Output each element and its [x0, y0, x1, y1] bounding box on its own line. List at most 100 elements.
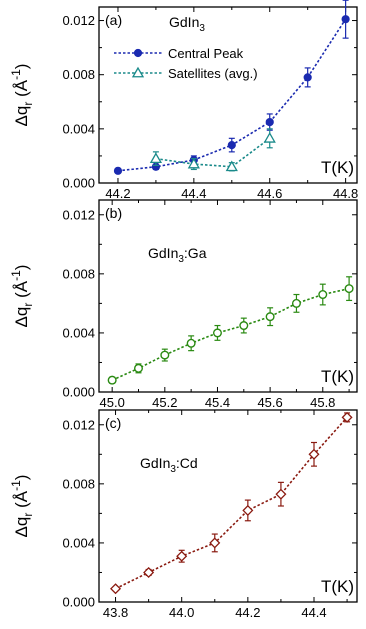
plot-frame [98, 199, 358, 393]
y-label-sup: -1 [9, 480, 23, 491]
data-point [133, 363, 143, 373]
series-line [111, 287, 350, 381]
data-point [131, 66, 145, 78]
panel-label: (c) [105, 415, 121, 431]
y-label-sub: r [21, 303, 35, 307]
data-point [308, 448, 320, 460]
y-label-sub: r [21, 102, 35, 106]
x-tick-label: 45.4 [205, 395, 230, 410]
y-tick-label: 0.004 [62, 535, 95, 550]
compound-rest: :Ga [184, 245, 207, 261]
plot-frame [98, 6, 358, 184]
x-tick-label: 44.2 [235, 605, 260, 620]
plot-frame [98, 409, 358, 603]
x-tick-label: 43.8 [103, 605, 128, 620]
y-tick-label: 0.000 [62, 385, 95, 400]
compound-label: GdIn3 [169, 14, 205, 34]
y-label-delta: Δq [12, 307, 31, 328]
panel-label: (b) [105, 205, 122, 221]
series-1 [113, 0, 350, 175]
y-label-open: (Å [12, 79, 31, 101]
series-2 [149, 128, 276, 172]
compound-rest: :Cd [176, 455, 198, 471]
data-point [133, 48, 143, 58]
data-point [303, 73, 312, 82]
data-point [242, 504, 254, 516]
panel-2: 45.0 45.2 45.4 45.6 45.8 0.000 0.004 0.008 0.012… [9, 199, 358, 410]
y-label-sub: r [21, 513, 35, 517]
data-point [143, 566, 155, 578]
compound-sub: 3 [199, 23, 205, 34]
data-point [186, 338, 196, 348]
y-tick-label: 0.008 [62, 67, 95, 82]
y-label-open: (Å [12, 490, 31, 512]
x-unit-label: T(K) [321, 158, 354, 177]
y-tick-label: 0.004 [62, 121, 95, 136]
legend-label: Central Peak [168, 46, 244, 61]
data-point [107, 375, 117, 385]
legend-label: Satellites (avg.) [168, 66, 258, 81]
x-tick-label: 44.4 [301, 605, 326, 620]
data-point [318, 290, 328, 300]
y-tick-label: 0.012 [62, 13, 95, 28]
y-label-open: (Å [12, 280, 31, 302]
y-axis-label: Δqr (Å-1) [9, 64, 35, 127]
data-point [341, 411, 353, 423]
data-point [263, 132, 276, 143]
x-tick-label: 44.4 [181, 186, 206, 201]
y-label-close: ) [12, 265, 31, 271]
y-label-delta: Δq [12, 517, 31, 538]
legend: Central Peak Satellites (avg.) [114, 46, 258, 81]
data-point [239, 321, 249, 331]
data-point [265, 312, 275, 322]
data-point [149, 152, 163, 164]
data-point [225, 160, 238, 172]
x-tick-label: 45.6 [257, 395, 282, 410]
x-unit-label: T(K) [321, 367, 354, 386]
compound-sub: 3 [170, 464, 176, 475]
series-line [155, 137, 271, 168]
series-1 [110, 411, 353, 595]
x-tick-label: 44.2 [105, 186, 130, 201]
data-point [110, 583, 122, 595]
compound-label: GdIn3:Cd [140, 455, 198, 475]
series-1 [107, 276, 354, 385]
compound-base: GdIn [140, 455, 170, 471]
y-axis-label: Δqr (Å-1) [9, 265, 35, 328]
data-point [227, 140, 236, 150]
data-point [291, 298, 301, 308]
data-point [209, 537, 221, 549]
x-tick-label: 45.0 [100, 395, 125, 410]
data-point [187, 157, 200, 169]
y-label-sup: -1 [9, 270, 23, 281]
compound-label: GdIn3:Ga [148, 245, 207, 265]
y-label-close: ) [12, 64, 31, 70]
compound-sub: 3 [178, 254, 184, 265]
y-axis-label: Δqr (Å-1) [9, 475, 35, 538]
data-point [275, 488, 287, 500]
data-point [265, 117, 274, 127]
y-tick-label: 0.000 [62, 595, 95, 610]
data-point [212, 328, 222, 338]
panel-3: 43.8 44.0 44.2 44.4 0.000 0.004 0.008 0.012 Δqr … [9, 409, 358, 620]
x-tick-label: 45.8 [310, 395, 335, 410]
x-tick-label: 44.8 [333, 186, 358, 201]
x-tick-label: 44.0 [169, 605, 194, 620]
x-tick-label: 45.2 [152, 395, 177, 410]
data-point [341, 15, 350, 24]
y-tick-label: 0.004 [62, 325, 95, 340]
compound-base: GdIn [169, 14, 199, 30]
panel-1: 44.2 44.4 44.6 44.8 0.000 0.004 0.008 0.012 Δqr … [9, 0, 358, 201]
data-point [113, 166, 123, 175]
x-tick-label: 44.6 [257, 186, 282, 201]
data-point [160, 350, 170, 360]
panel-label: (a) [105, 12, 122, 28]
y-tick-label: 0.008 [62, 266, 95, 281]
y-label-sup: -1 [9, 69, 23, 80]
y-tick-label: 0.000 [62, 176, 95, 191]
x-unit-label: T(K) [321, 577, 354, 596]
compound-base: GdIn [148, 245, 178, 261]
data-point [176, 550, 188, 562]
y-tick-label: 0.008 [62, 476, 95, 491]
